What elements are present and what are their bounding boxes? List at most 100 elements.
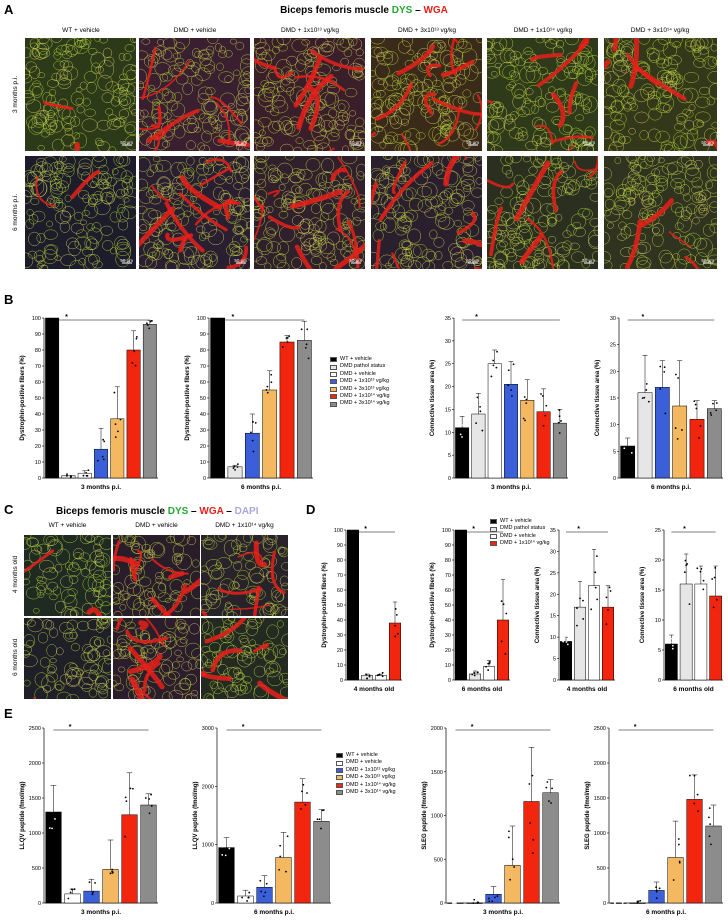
fiber	[66, 237, 79, 250]
fiber	[632, 164, 642, 174]
fiber	[515, 132, 524, 141]
data-point	[476, 396, 479, 399]
data-point	[641, 397, 644, 400]
y-tick-label: 3000	[202, 726, 214, 732]
fiber	[694, 204, 708, 219]
micrograph-tile: 50 µm	[371, 156, 482, 269]
fiber	[448, 243, 462, 255]
fiber	[270, 603, 287, 616]
fiber	[61, 588, 76, 604]
fiber	[71, 668, 84, 678]
connective-tissue	[141, 60, 191, 99]
fiber	[693, 44, 701, 53]
fiber	[60, 575, 74, 589]
fiber	[63, 123, 72, 132]
connective-tissue	[179, 175, 223, 211]
data-point	[221, 845, 224, 848]
fiber	[329, 259, 339, 266]
fiber	[538, 215, 550, 228]
fiber	[383, 197, 400, 214]
data-point	[658, 887, 661, 890]
y-tick-label: 70	[35, 364, 41, 370]
fiber	[569, 242, 580, 251]
fiber	[148, 209, 162, 220]
fiber	[670, 177, 685, 190]
fiber	[53, 51, 62, 60]
data-point	[645, 382, 648, 385]
fiber	[517, 127, 528, 137]
fiber	[521, 100, 536, 115]
data-point	[366, 677, 369, 680]
y-tick-label: 0	[553, 678, 556, 684]
data-point	[368, 674, 371, 677]
data-point	[481, 429, 484, 432]
connective-tissue	[270, 550, 286, 595]
fiber	[155, 163, 164, 173]
legend-swatch	[330, 357, 337, 363]
bar-d13	[654, 387, 670, 479]
fiber	[113, 644, 122, 660]
fiber	[157, 592, 171, 603]
data-point	[144, 797, 147, 799]
legend-d: WT + vehicle DMD pathol status DMD + vehic…	[490, 518, 550, 548]
fiber	[201, 571, 212, 585]
fiber	[276, 253, 287, 262]
fiber	[187, 658, 198, 670]
fiber	[473, 260, 482, 269]
fiber	[407, 228, 422, 244]
fiber	[119, 649, 131, 659]
fiber	[224, 634, 232, 641]
fiber	[75, 97, 84, 105]
data-point	[709, 823, 712, 826]
connective-tissue	[588, 156, 598, 178]
fiber	[494, 197, 504, 205]
fiber	[397, 216, 411, 230]
connective-tissue	[254, 57, 278, 71]
x-axis-label: 6 months p.i.	[241, 484, 281, 491]
fiber	[185, 694, 192, 699]
data-point	[671, 644, 674, 647]
fiber	[79, 81, 88, 90]
fiber	[546, 212, 558, 225]
fiber	[148, 183, 165, 199]
y-axis-label: Connective tissue area (%)	[430, 360, 436, 436]
fiber	[100, 601, 111, 615]
fiber	[437, 41, 446, 49]
fiber	[492, 263, 506, 269]
data-point	[458, 424, 460, 426]
fiber	[132, 680, 150, 699]
y-tick-label: 40	[445, 618, 451, 624]
scale-bar-label: 50 µm	[120, 258, 133, 263]
bar-d3e14	[142, 324, 157, 479]
fiber	[218, 535, 226, 540]
fiber	[37, 72, 46, 79]
fiber	[139, 50, 148, 60]
data-point	[582, 599, 584, 602]
fiber	[130, 64, 136, 71]
data-point	[624, 442, 627, 444]
fiber	[625, 156, 639, 164]
fiber	[201, 618, 210, 634]
bar-vehicle	[375, 675, 387, 681]
bar-vehicle	[483, 666, 495, 681]
data-point	[250, 431, 252, 434]
connective-tissue	[637, 198, 675, 229]
fiber	[233, 561, 243, 572]
fiber	[677, 248, 692, 265]
fiber	[454, 57, 462, 66]
fiber	[56, 647, 64, 656]
fiber	[113, 610, 123, 616]
fiber	[125, 69, 136, 80]
fiber	[333, 38, 345, 46]
fiber	[310, 248, 322, 257]
fiber	[48, 540, 63, 554]
y-axis-label: Connective tissue area (%)	[595, 360, 601, 436]
fiber	[385, 131, 398, 145]
fiber	[612, 50, 628, 66]
fiber	[74, 211, 83, 221]
fiber	[191, 62, 201, 73]
fiber	[278, 211, 289, 219]
fiber	[69, 632, 78, 639]
data-point	[475, 422, 478, 425]
